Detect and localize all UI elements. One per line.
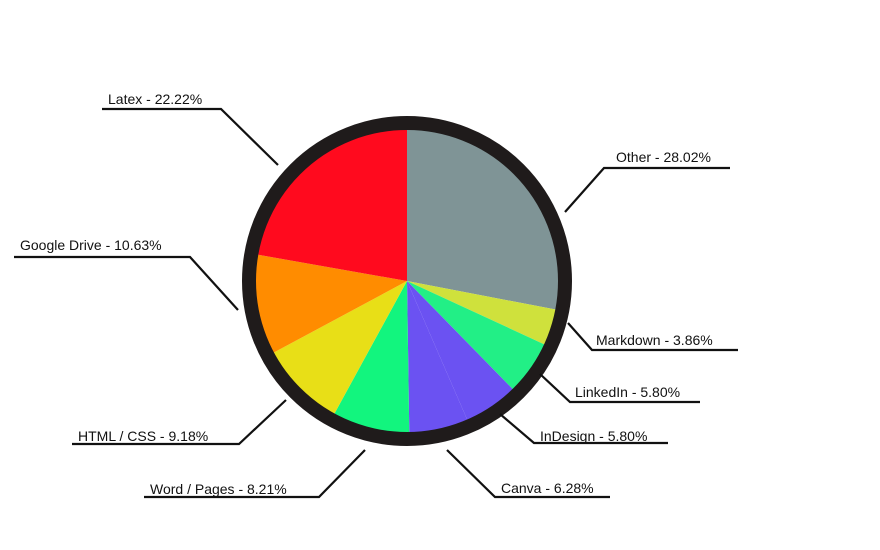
pie-slice-markdown xyxy=(407,281,563,348)
slice-label-indesign: InDesign - 5.80% xyxy=(540,428,647,444)
pie-slice-linkedin xyxy=(407,281,551,394)
slice-label-markdown: Markdown - 3.86% xyxy=(596,332,713,348)
pie-slice-google-drive xyxy=(249,253,407,356)
slice-label-canva: Canva - 6.28% xyxy=(501,480,594,496)
pie-slice-word-pages xyxy=(331,281,410,439)
slice-label-other: Other - 28.02% xyxy=(616,149,711,165)
leader-line-linkedin xyxy=(539,373,700,404)
pie-slice-other xyxy=(407,123,565,311)
leader-line-canva xyxy=(446,449,610,499)
slice-label-google-drive: Google Drive - 10.63% xyxy=(20,237,162,253)
pie-border xyxy=(242,116,572,446)
pie-slice-latex xyxy=(251,123,407,281)
leader-line-latex xyxy=(102,107,279,166)
leader-line-google-drive xyxy=(14,255,239,311)
slices-layer xyxy=(249,123,565,439)
slice-label-latex: Latex - 22.22% xyxy=(108,91,202,107)
leader-line-indesign xyxy=(499,413,668,445)
slice-label-linkedin: LinkedIn - 5.80% xyxy=(575,384,680,400)
leader-line-word-pages xyxy=(144,449,366,499)
pie-slice-indesign xyxy=(407,281,518,426)
leader-line-html-css xyxy=(72,399,287,446)
labels-layer: Other - 28.02% Markdown - 3.86% LinkedIn -… xyxy=(14,91,738,499)
slice-label-html-css: HTML / CSS - 9.18% xyxy=(78,428,208,444)
leader-line-other xyxy=(564,166,730,213)
slice-label-word-pages: Word / Pages - 8.21% xyxy=(150,481,287,497)
pie-slice-canva xyxy=(407,281,470,439)
pie-slice-html-css xyxy=(267,281,407,420)
leader-line-markdown xyxy=(567,322,738,352)
